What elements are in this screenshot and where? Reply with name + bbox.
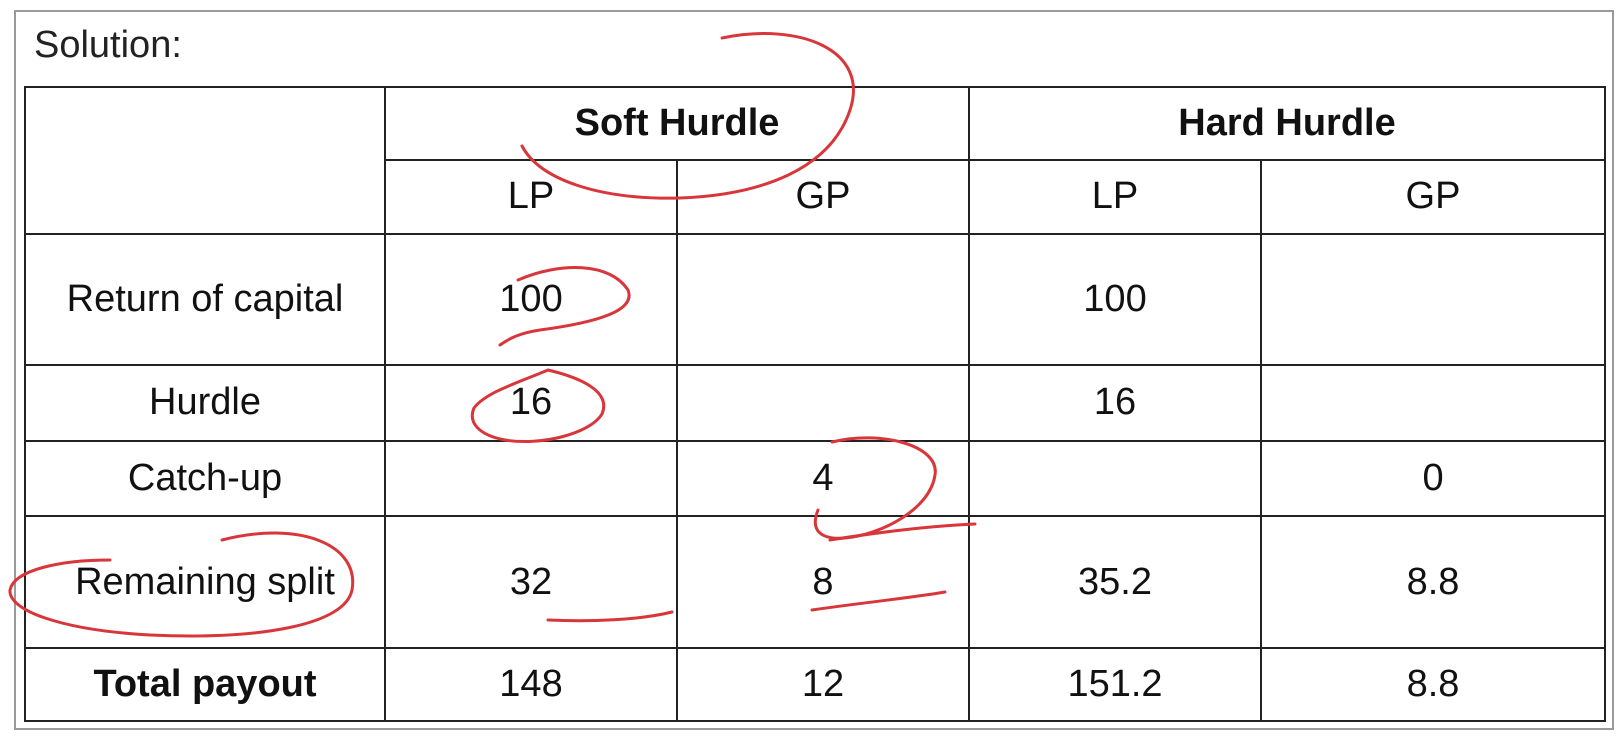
row-label: Return of capital: [24, 233, 386, 366]
row-label: Hurdle: [24, 363, 386, 443]
table-cell: 12: [676, 647, 970, 722]
table-cell: 16: [384, 363, 678, 443]
table-row: Hurdle 16 16: [24, 363, 1607, 443]
payout-table: Soft Hurdle Hard Hurdle LP GP LP GP Retu…: [24, 85, 1607, 722]
row-label: Total payout: [24, 647, 386, 722]
soft-gp-header: GP: [676, 158, 970, 236]
table-cell: 100: [968, 233, 1262, 366]
row-label: Remaining split: [24, 514, 386, 650]
hard-hurdle-header: Hard Hurdle: [967, 86, 1607, 161]
total-row: Total payout 148 12 151.2 8.8: [24, 647, 1607, 722]
table-cell: 8.8: [1259, 647, 1607, 722]
table-row: Remaining split 32 8 35.2 8.8: [24, 514, 1607, 650]
table-cell: [968, 440, 1262, 517]
row-label: Catch-up: [24, 440, 386, 517]
table-cell: 151.2: [968, 647, 1262, 722]
corner-cell: [24, 85, 386, 236]
table-cell: [1259, 363, 1607, 443]
table-cell: 35.2: [968, 514, 1262, 650]
table-cell: 8.8: [1259, 514, 1607, 650]
table-cell: 148: [384, 647, 678, 722]
table-cell: 16: [968, 363, 1262, 443]
group-header-row: Soft Hurdle Hard Hurdle: [24, 85, 1607, 236]
table-row: Return of capital 100 100: [24, 233, 1607, 366]
hard-gp-header: GP: [1259, 158, 1607, 236]
table-cell: 4: [676, 440, 970, 517]
table-cell: 32: [384, 514, 678, 650]
soft-hurdle-header: Soft Hurdle: [384, 86, 970, 161]
solution-heading: Solution:: [34, 24, 182, 66]
table-cell: [384, 440, 678, 517]
table-cell: 0: [1259, 440, 1607, 517]
table-cell: [676, 363, 970, 443]
table-cell: 100: [384, 233, 678, 366]
table-cell: [1259, 233, 1607, 366]
table-cell: [676, 233, 970, 366]
soft-lp-header: LP: [384, 158, 678, 236]
table-row: Catch-up 4 0: [24, 440, 1607, 517]
table-cell: 8: [676, 514, 970, 650]
hard-lp-header: LP: [968, 158, 1262, 236]
